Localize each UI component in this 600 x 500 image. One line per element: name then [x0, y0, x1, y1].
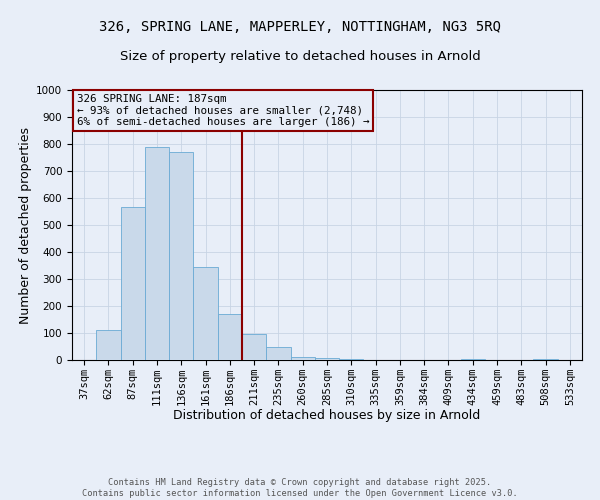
Bar	[242, 334, 266, 360]
X-axis label: Distribution of detached houses by size in Arnold: Distribution of detached houses by size …	[173, 410, 481, 422]
Bar	[169, 152, 193, 360]
Bar	[339, 358, 364, 360]
Bar	[193, 267, 218, 360]
Bar	[461, 358, 485, 360]
Text: Contains HM Land Registry data © Crown copyright and database right 2025.
Contai: Contains HM Land Registry data © Crown c…	[82, 478, 518, 498]
Bar	[96, 330, 121, 360]
Text: 326, SPRING LANE, MAPPERLEY, NOTTINGHAM, NG3 5RQ: 326, SPRING LANE, MAPPERLEY, NOTTINGHAM,…	[99, 20, 501, 34]
Bar	[145, 146, 169, 360]
Text: 326 SPRING LANE: 187sqm
← 93% of detached houses are smaller (2,748)
6% of semi-: 326 SPRING LANE: 187sqm ← 93% of detache…	[77, 94, 370, 127]
Bar	[290, 357, 315, 360]
Bar	[315, 358, 339, 360]
Y-axis label: Number of detached properties: Number of detached properties	[19, 126, 32, 324]
Bar	[121, 208, 145, 360]
Text: Size of property relative to detached houses in Arnold: Size of property relative to detached ho…	[119, 50, 481, 63]
Bar	[266, 346, 290, 360]
Bar	[218, 314, 242, 360]
Bar	[533, 358, 558, 360]
